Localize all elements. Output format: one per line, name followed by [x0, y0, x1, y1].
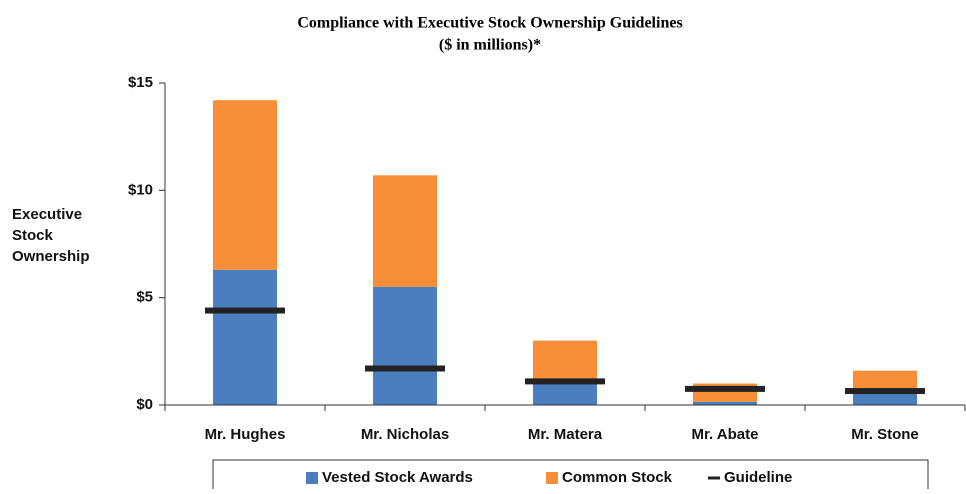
x-tick-label: Mr. Nicholas: [361, 426, 449, 443]
bar-segment: [533, 383, 597, 405]
guideline-marker: [845, 388, 925, 395]
legend-swatch: [306, 472, 318, 484]
y-tick-label: $10: [128, 181, 153, 198]
y-tick-label: $0: [136, 396, 153, 413]
guideline-marker: [205, 307, 285, 314]
bar-segment: [693, 401, 757, 405]
x-tick-label: Mr. Stone: [851, 426, 919, 443]
x-tick-label: Mr. Abate: [692, 426, 759, 443]
legend-label: Common Stock: [562, 469, 673, 486]
legend-label: Vested Stock Awards: [322, 469, 473, 486]
bar-segment: [533, 340, 597, 384]
bar-segment: [853, 392, 917, 405]
guideline-marker: [525, 378, 605, 385]
legend-swatch: [546, 472, 558, 484]
y-tick-label: $15: [128, 74, 153, 91]
legend-box: [212, 459, 929, 494]
guideline-marker: [685, 385, 765, 392]
bar-segment: [373, 286, 437, 405]
y-axis-label: Executive Stock Ownership: [12, 206, 90, 265]
legend-label: Guideline: [724, 469, 792, 486]
bar-segment: [853, 370, 917, 393]
x-tick-label: Mr. Matera: [528, 426, 603, 443]
bar-segment: [213, 269, 277, 405]
bar-segment: [373, 175, 437, 287]
y-tick-label: $5: [136, 289, 153, 306]
chart-subtitle: ($ in millions)*: [439, 37, 541, 54]
guideline-marker: [365, 365, 445, 372]
legend-swatch: [708, 476, 720, 480]
chart-title: Compliance with Executive Stock Ownershi…: [297, 15, 682, 32]
x-tick-label: Mr. Hughes: [205, 426, 286, 443]
bar-segment: [213, 100, 277, 270]
